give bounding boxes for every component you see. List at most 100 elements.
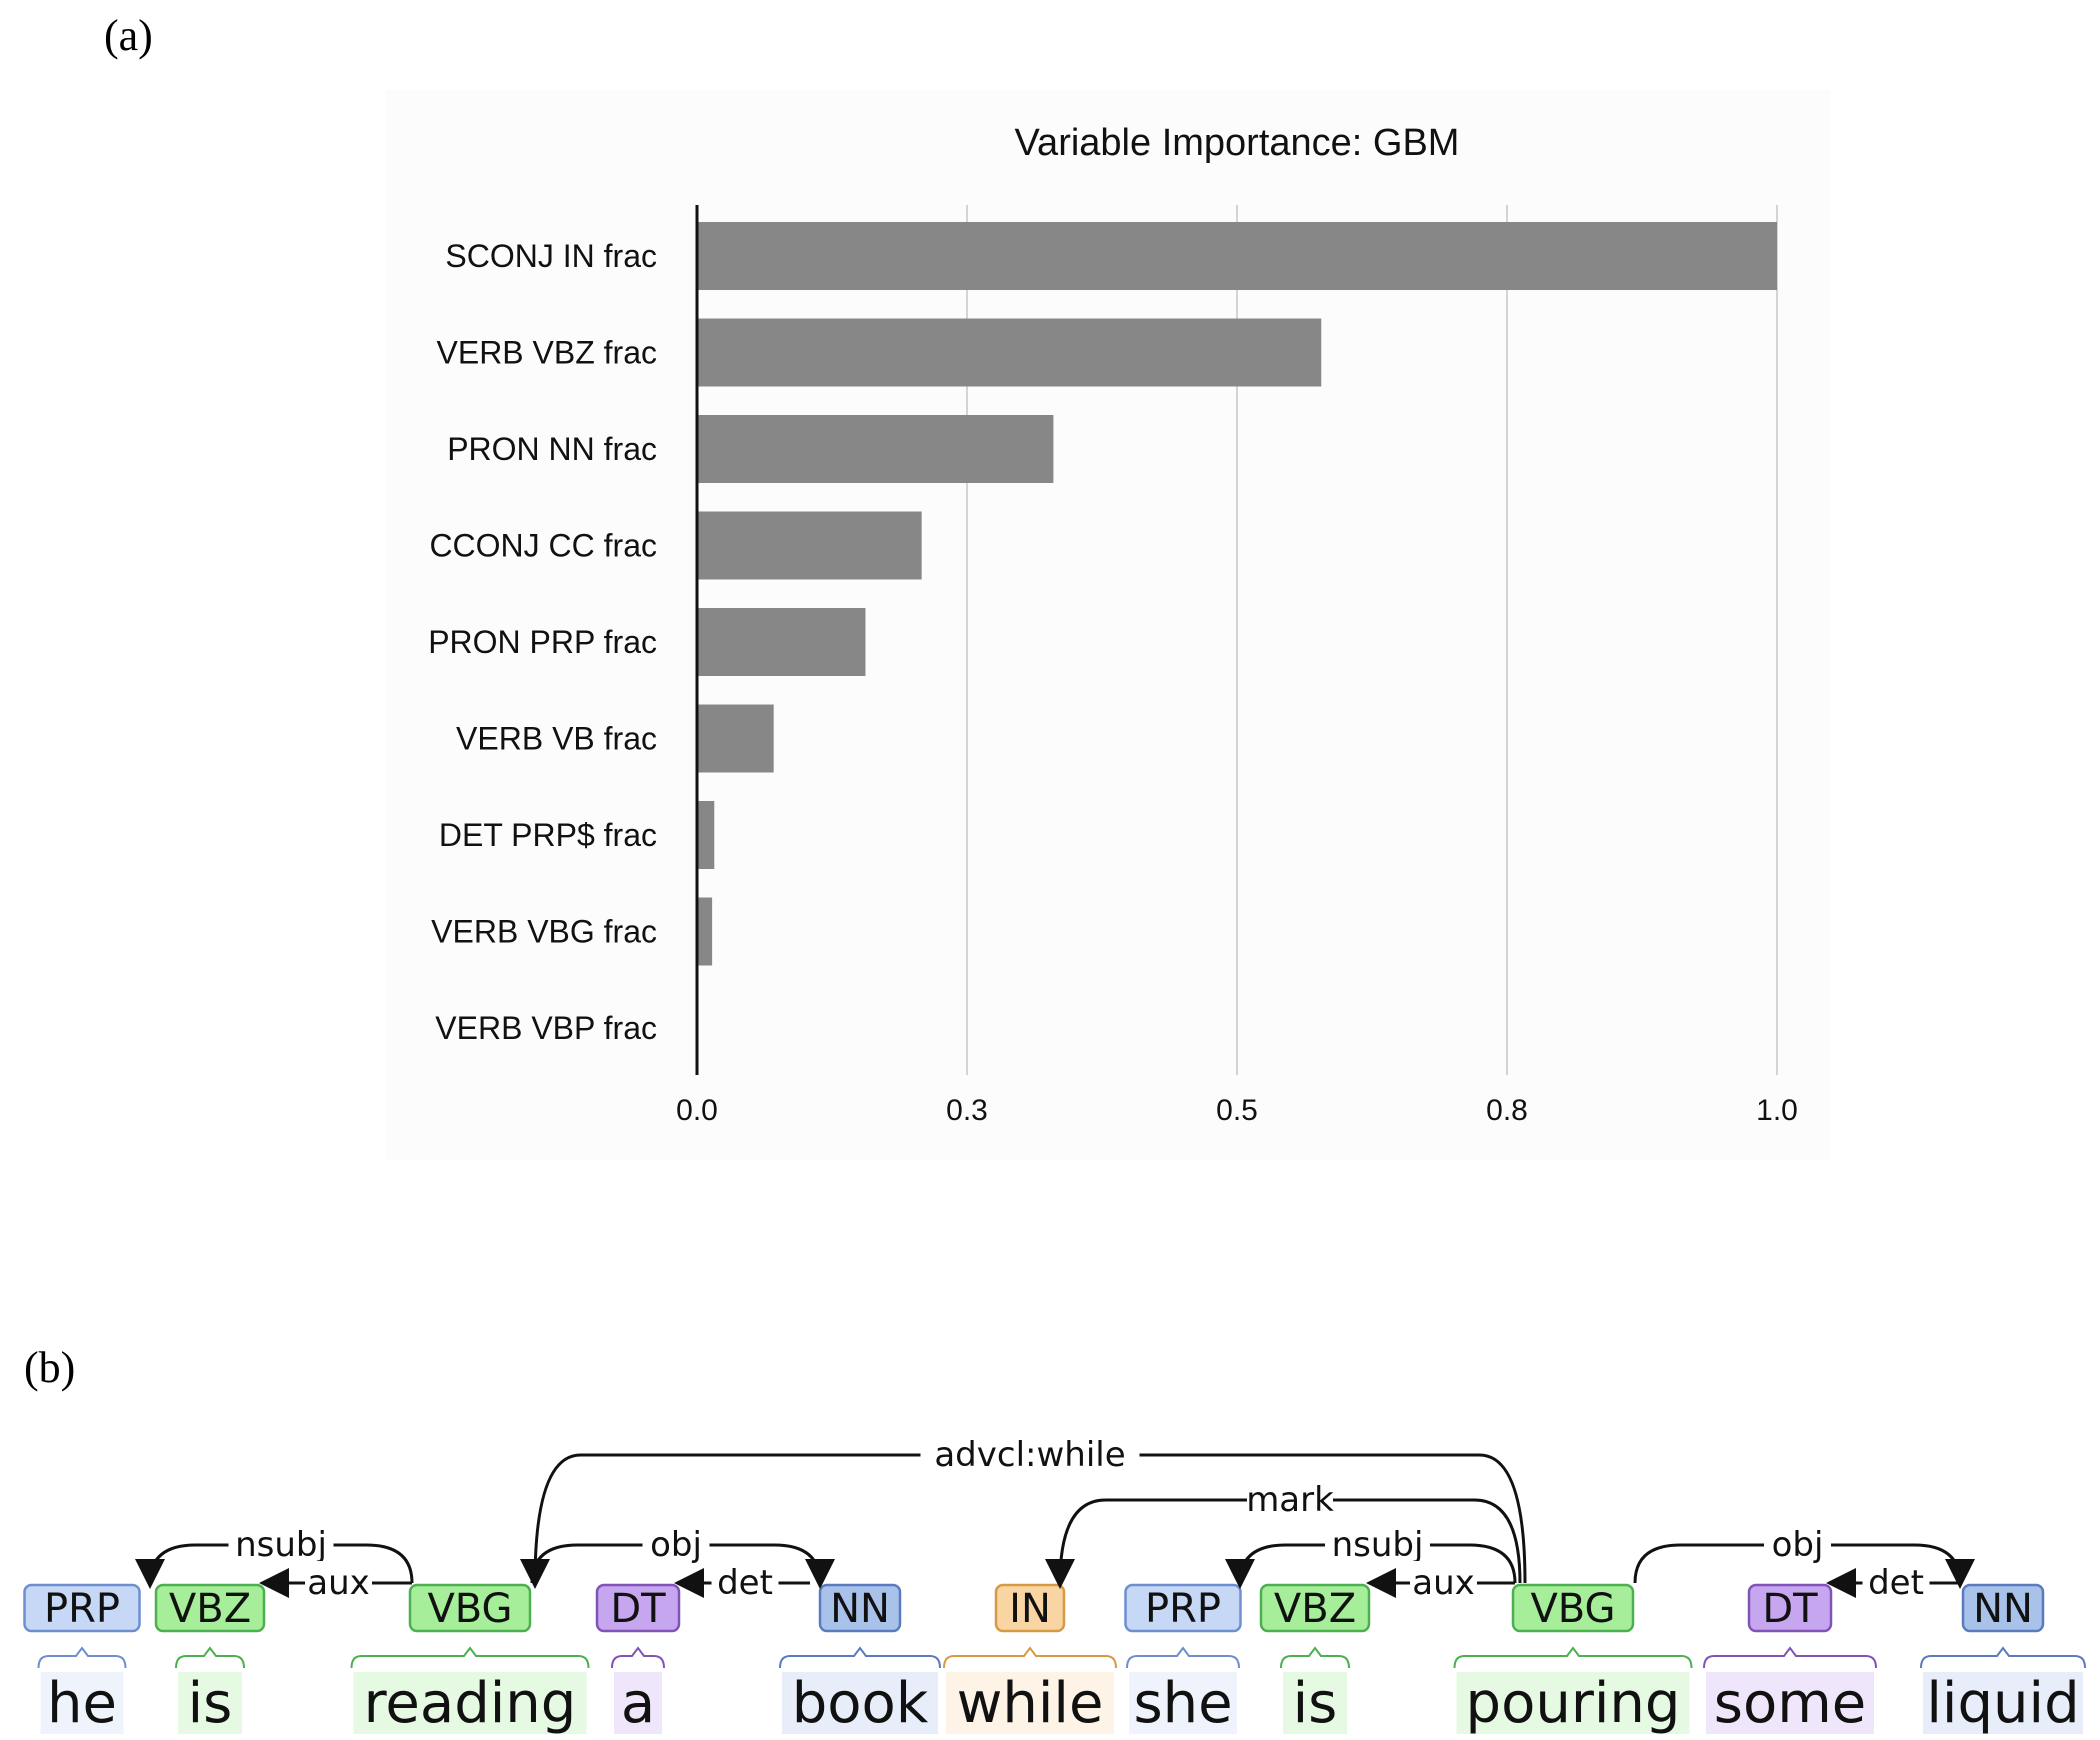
arc-label-bg — [228, 1523, 334, 1563]
token-word: a — [621, 1671, 655, 1736]
bar-2 — [697, 318, 1322, 387]
token: VBG pouring — [1453, 1583, 1693, 1736]
dependency-arc: obj — [1633, 1523, 1975, 1589]
word-highlight — [40, 1672, 124, 1734]
y-tick-label: VERB VBP frac — [435, 1010, 657, 1046]
chart-title: Variable Importance: GBM — [1015, 122, 1460, 164]
bar-7 — [697, 801, 715, 869]
token-row: PRP he VBZ is VBG reading DT a NN book IN while PRP s… — [23, 1583, 2086, 1736]
pos-tag-box — [1124, 1583, 1242, 1633]
arc-label-bg — [711, 1561, 779, 1601]
token-brace — [1453, 1646, 1693, 1669]
pos-tag-label: NN — [830, 1586, 890, 1632]
arc-label-bg — [642, 1523, 710, 1563]
token: VBG reading — [350, 1583, 590, 1736]
pos-tag-label: VBG — [427, 1586, 512, 1632]
token-brace — [1126, 1646, 1240, 1669]
pos-tag-label: DT — [610, 1586, 666, 1632]
word-highlight — [1706, 1672, 1874, 1734]
pos-tag-box — [1961, 1583, 2045, 1633]
word-highlight — [178, 1672, 242, 1734]
bar-5 — [697, 608, 866, 676]
panel-label-a: (a) — [104, 11, 153, 60]
x-tick-label: 0.8 — [1486, 1094, 1528, 1127]
dependency-arc: aux — [259, 1561, 412, 1603]
arc-label: obj — [1772, 1525, 1824, 1565]
bar-1 — [697, 222, 1777, 290]
token: DT a — [595, 1583, 681, 1736]
x-tick-label: 1.0 — [1756, 1094, 1798, 1127]
dependency-arc: det — [1826, 1561, 1960, 1603]
y-tick-label: CCONJ CC frac — [429, 528, 657, 564]
word-highlight — [1283, 1672, 1347, 1734]
token-brace — [779, 1646, 941, 1669]
bar-3 — [697, 415, 1054, 483]
token: IN while — [943, 1583, 1117, 1736]
x-tick-label: 0.3 — [946, 1094, 988, 1127]
pos-tag-box — [818, 1583, 902, 1633]
y-tick-label: VERB VBZ frac — [437, 335, 658, 371]
pos-tag-label: DT — [1762, 1586, 1818, 1632]
pos-tag-label: PRP — [44, 1586, 120, 1632]
token-brace — [37, 1646, 127, 1669]
token-word: is — [1293, 1671, 1338, 1736]
pos-tag-box — [23, 1583, 141, 1633]
arc-label: aux — [1412, 1563, 1475, 1603]
y-tick-label: VERB VBG frac — [431, 914, 657, 950]
panel-label-b: (b) — [24, 1343, 76, 1392]
bar-8 — [697, 897, 713, 966]
token-word: book — [792, 1671, 929, 1736]
word-highlight — [614, 1672, 662, 1734]
token-brace — [350, 1646, 590, 1669]
token-word: is — [188, 1671, 233, 1736]
word-highlight — [353, 1672, 587, 1734]
pos-tag-box — [994, 1583, 1066, 1633]
pos-tag-box — [1511, 1583, 1635, 1633]
arc-label-bg — [920, 1433, 1140, 1473]
arc-label: det — [1868, 1563, 1924, 1603]
token-word: liquid — [1926, 1671, 2079, 1736]
x-tick-label: 0.5 — [1216, 1094, 1258, 1127]
y-tick-label: PRON PRP frac — [428, 624, 657, 660]
token-word: reading — [364, 1671, 577, 1736]
arc-label-bg — [305, 1561, 372, 1601]
pos-tag-label: IN — [1009, 1586, 1051, 1632]
arc-label-bg — [1247, 1478, 1333, 1518]
y-tick-label: DET PRP$ frac — [439, 817, 657, 853]
token-word: some — [1714, 1671, 1866, 1736]
token-word: he — [47, 1671, 117, 1736]
arc-label-bg — [1862, 1561, 1930, 1601]
word-highlight — [1923, 1672, 2083, 1734]
word-highlight — [1129, 1672, 1237, 1734]
y-tick-label: VERB VB frac — [456, 721, 657, 757]
dependency-arc: det — [674, 1561, 810, 1603]
token: NN book — [779, 1583, 941, 1736]
dependency-arc: mark — [1045, 1478, 1522, 1589]
arc-label: aux — [307, 1563, 370, 1603]
dependency-arc: nsubj — [135, 1523, 414, 1589]
arc-label: det — [717, 1563, 773, 1603]
pos-tag-box — [408, 1583, 532, 1633]
y-tick-label: PRON NN frac — [447, 431, 657, 467]
y-tick-label: SCONJ IN frac — [445, 238, 657, 274]
arc-label-bg — [1410, 1561, 1477, 1601]
token-brace — [611, 1646, 665, 1669]
token: VBZ is — [154, 1583, 266, 1736]
pos-tag-label: VBG — [1530, 1586, 1615, 1632]
word-highlight — [1456, 1672, 1690, 1734]
pos-tag-box — [154, 1583, 266, 1633]
token-brace — [943, 1646, 1117, 1669]
x-tick-label: 0.0 — [676, 1094, 718, 1127]
token: NN liquid — [1920, 1583, 2086, 1736]
token: PRP she — [1124, 1583, 1242, 1736]
dependency-arc: aux — [1366, 1561, 1515, 1603]
arc-label: mark — [1246, 1480, 1334, 1520]
arc-label-bg — [1764, 1523, 1831, 1563]
arc-label-bg — [1325, 1523, 1430, 1563]
word-highlight — [946, 1672, 1114, 1734]
token: PRP he — [23, 1583, 141, 1736]
token-brace — [1703, 1646, 1877, 1669]
token-word: while — [957, 1671, 1104, 1736]
